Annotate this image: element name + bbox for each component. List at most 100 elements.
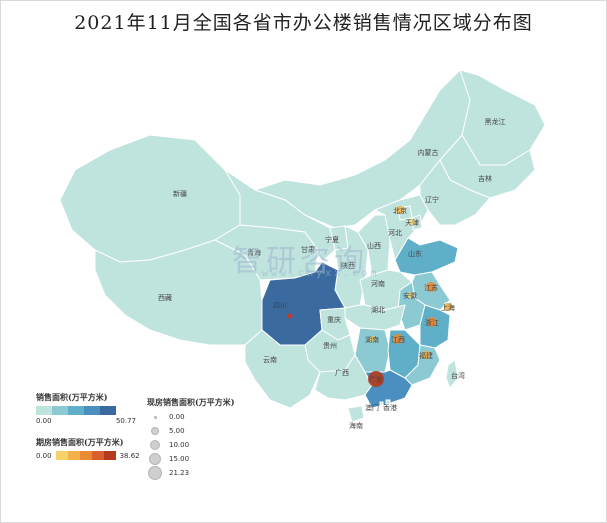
region-label-shandong: 山东 — [408, 249, 422, 258]
region-label-chongqing: 重庆 — [327, 315, 341, 324]
stock-marker-sichuan[interactable] — [287, 313, 293, 319]
region-label-yunnan: 云南 — [263, 355, 277, 364]
legend-existing-value: 0.00 — [169, 413, 185, 421]
legend-existing-bubble — [149, 453, 161, 465]
region-label-taiwan: 台湾 — [451, 371, 465, 380]
legend-stock-area: 期房销售面积(万平方米) 0.00 38.62 — [36, 437, 146, 460]
watermark-logo: 智研咨询 — [232, 244, 368, 279]
region-label-tianjin: 天津 — [405, 219, 419, 227]
region-label-hebei: 河北 — [388, 229, 402, 237]
legend-existing-value: 10.00 — [169, 441, 190, 449]
region-label-heilongjiang: 黑龙江 — [485, 117, 506, 126]
stock-marker-guangdong[interactable] — [368, 371, 384, 387]
legend-existing-value: 21.23 — [169, 469, 190, 477]
region-label-shanghai: 上海 — [441, 303, 455, 312]
region-label-xinjiang: 新疆 — [173, 189, 187, 198]
legend-stock-row: 0.00 38.62 — [36, 451, 146, 460]
stock-marker-jiangxi[interactable] — [393, 334, 403, 344]
region-macau[interactable] — [379, 401, 384, 406]
region-label-henan: 河南 — [371, 279, 385, 288]
region-label-hainan: 海南 — [349, 421, 363, 430]
region-hebei[interactable] — [373, 194, 429, 262]
legend-existing-area: 现房销售面积(万平方米) 0.00 5.00 10.00 15.00 21.23 — [147, 397, 257, 480]
stock-marker-beijing[interactable] — [396, 206, 404, 214]
legend-stock-max: 38.62 — [119, 451, 140, 460]
stock-marker-tianjin[interactable] — [409, 219, 415, 225]
region-tianjin[interactable] — [411, 214, 423, 231]
legend-bubble-holder — [147, 440, 163, 450]
stock-marker-shanghai[interactable] — [444, 303, 452, 311]
legend-sales-swatch-2 — [68, 406, 84, 415]
legend-stock-gradient — [55, 451, 116, 460]
legend-sales-min: 0.00 — [36, 417, 52, 425]
region-hubei[interactable] — [344, 304, 406, 331]
region-label-liaoning: 辽宁 — [425, 195, 439, 204]
region-hongkong[interactable] — [385, 399, 391, 405]
region-yunnan[interactable] — [244, 329, 321, 409]
region-shandong[interactable] — [394, 237, 459, 276]
region-label-shaanxi: 陕西 — [341, 261, 355, 270]
legend-existing-bubbles: 0.00 5.00 10.00 15.00 21.23 — [147, 410, 257, 480]
legend-stock-min: 0.00 — [36, 451, 52, 460]
legend-sales-gradient — [36, 406, 136, 415]
legend-existing-value: 5.00 — [169, 427, 185, 435]
region-label-hunan: 湖南 — [365, 335, 379, 344]
legend-stock-swatch-1 — [67, 451, 80, 460]
stock-marker-hunan[interactable] — [369, 336, 375, 342]
page-title: 2021年11月全国各省市办公楼销售情况区域分布图 — [74, 12, 533, 34]
watermark-url: www.chyxx.com — [262, 268, 380, 279]
stock-marker-fujian[interactable] — [422, 351, 430, 359]
legend-stock-swatch-4 — [103, 451, 116, 460]
legend-sales-swatch-1 — [52, 406, 68, 415]
legend-existing-bubble — [153, 415, 157, 419]
legend-sales-swatch-4 — [100, 406, 116, 415]
legend-existing-item: 15.00 — [147, 452, 257, 466]
region-label-jilin: 吉林 — [478, 174, 492, 183]
legend-stock-swatch-2 — [79, 451, 92, 460]
region-label-hongkong: 香港 — [383, 403, 397, 412]
legend-sales-title: 销售面积(万平方米) — [36, 392, 108, 402]
region-label-jiangsu: 江苏 — [424, 283, 438, 292]
legend-bubble-holder — [147, 427, 163, 435]
legend-bubble-holder — [147, 415, 163, 419]
stock-marker-jiangsu[interactable] — [426, 282, 436, 292]
legend-existing-title: 现房销售面积(万平方米) — [147, 397, 235, 407]
region-label-guangdong: 广东 — [369, 375, 383, 384]
stock-marker-anhui[interactable] — [407, 292, 413, 298]
legend-existing-item: 5.00 — [147, 424, 257, 438]
legend-existing-item: 21.23 — [147, 466, 257, 480]
stock-marker-zhejiang[interactable] — [427, 317, 437, 327]
legend-sales-swatch-3 — [84, 406, 100, 415]
region-label-jiangxi: 江西 — [391, 336, 405, 344]
legend-sales-max: 50.77 — [115, 417, 136, 425]
region-hainan[interactable] — [347, 405, 365, 423]
region-label-ningxia: 宁夏 — [325, 235, 339, 244]
region-label-guizhou: 贵州 — [323, 341, 337, 350]
region-liaoning[interactable] — [419, 159, 491, 226]
legend-bubble-holder — [147, 453, 163, 465]
legend-existing-item: 10.00 — [147, 438, 257, 452]
legend-stock-swatch-0 — [55, 451, 68, 460]
region-label-anhui: 安徽 — [403, 291, 417, 300]
legend-stock-swatch-3 — [91, 451, 104, 460]
region-taiwan[interactable] — [445, 359, 459, 389]
region-label-gansu: 甘肃 — [301, 245, 315, 254]
region-label-fujian: 福建 — [419, 351, 433, 360]
region-label-beijing: 北京 — [393, 206, 407, 215]
region-label-shanxi: 山西 — [367, 241, 381, 250]
legend-existing-value: 15.00 — [169, 455, 190, 463]
legend-sales-area: 销售面积(万平方米) 0.00 50.77 — [36, 392, 136, 425]
legend-sales-range: 0.00 50.77 — [36, 417, 136, 425]
legend-stock-title: 期房销售面积(万平方米) — [36, 437, 124, 447]
region-label-hubei: 湖北 — [371, 305, 385, 314]
region-label-macau: 澳门 — [365, 403, 379, 412]
region-label-sichuan: 四川 — [273, 302, 287, 310]
legend-sales-swatch-0 — [36, 406, 52, 415]
legend-bubble-holder — [147, 466, 163, 480]
legend-existing-bubble — [150, 440, 160, 450]
legend-existing-bubble — [148, 466, 162, 480]
region-label-zhejiang: 浙江 — [425, 318, 439, 327]
region-label-neimenggu: 内蒙古 — [418, 148, 439, 157]
legend-existing-bubble — [151, 427, 159, 435]
